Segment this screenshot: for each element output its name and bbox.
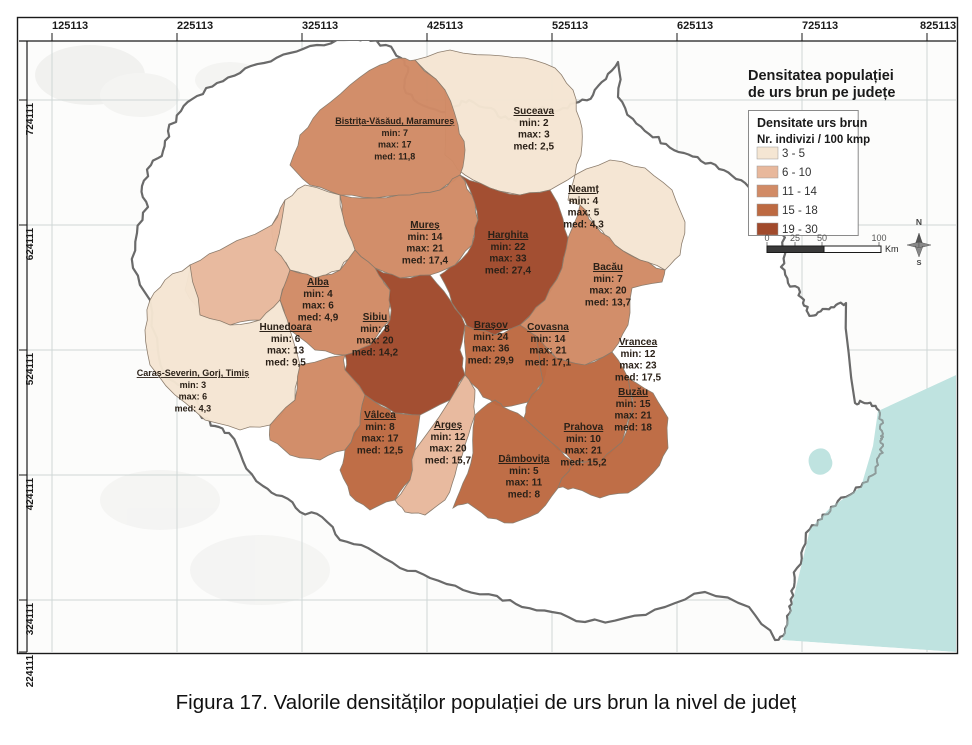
- svg-text:med: 12,5: med: 12,5: [357, 445, 404, 456]
- svg-text:min: 4: min: 4: [569, 196, 599, 207]
- svg-text:min: 7: min: 7: [382, 128, 409, 138]
- svg-text:med: 29,9: med: 29,9: [468, 355, 515, 366]
- svg-text:225113: 225113: [177, 20, 213, 32]
- svg-text:224111: 224111: [25, 655, 36, 688]
- svg-text:Dâmbovița: Dâmbovița: [498, 454, 550, 465]
- svg-text:max: 33: max: 33: [489, 254, 527, 265]
- svg-text:de urs brun pe județe: de urs brun pe județe: [748, 85, 895, 101]
- svg-text:Suceava: Suceava: [514, 106, 555, 117]
- svg-text:15 - 18: 15 - 18: [782, 205, 818, 217]
- svg-text:725113: 725113: [802, 20, 838, 32]
- svg-text:med: 9,5: med: 9,5: [265, 357, 306, 368]
- svg-text:max: 3: max: 3: [518, 130, 550, 141]
- svg-text:min: 2: min: 2: [519, 118, 549, 129]
- svg-text:525113: 525113: [552, 20, 588, 32]
- svg-text:Prahova: Prahova: [564, 422, 604, 433]
- svg-text:med: 2,5: med: 2,5: [514, 141, 555, 152]
- svg-text:min: 14: min: 14: [530, 334, 565, 345]
- svg-text:min: 12: min: 12: [620, 349, 655, 360]
- svg-text:11 - 14: 11 - 14: [782, 186, 818, 198]
- svg-text:max: 17: max: 17: [378, 140, 412, 150]
- svg-text:min: 14: min: 14: [407, 232, 442, 243]
- svg-text:0: 0: [764, 233, 769, 243]
- svg-text:Km: Km: [885, 244, 899, 254]
- svg-text:med: 4,3: med: 4,3: [563, 219, 604, 230]
- svg-text:Alba: Alba: [307, 277, 329, 288]
- svg-text:50: 50: [817, 233, 827, 243]
- svg-text:med: 17,1: med: 17,1: [525, 357, 572, 368]
- svg-text:N: N: [916, 217, 922, 227]
- svg-text:med: 13,7: med: 13,7: [585, 297, 632, 308]
- svg-text:Neamț: Neamț: [568, 184, 599, 195]
- svg-text:325113: 325113: [302, 20, 338, 32]
- svg-text:Bistrița-Văsăud, Maramureș: Bistrița-Văsăud, Maramureș: [335, 116, 454, 126]
- svg-text:Vâlcea: Vâlcea: [364, 410, 396, 421]
- svg-text:max: 11: max: 11: [506, 478, 543, 489]
- svg-text:med: 17,4: med: 17,4: [402, 255, 449, 266]
- svg-text:min: 22: min: 22: [490, 242, 525, 253]
- svg-text:med: 18: med: 18: [614, 422, 652, 433]
- svg-text:Nr. indivizi / 100 kmp: Nr. indivizi / 100 kmp: [757, 134, 870, 146]
- svg-text:Figura 17. Valorile densități: Figura 17. Valorile densităților populaț…: [176, 691, 797, 714]
- svg-text:max: 5: max: 5: [568, 208, 600, 219]
- svg-text:S: S: [916, 258, 921, 267]
- svg-text:Densitate urs brun: Densitate urs brun: [757, 116, 867, 130]
- svg-text:med: 4,3: med: 4,3: [175, 403, 212, 413]
- svg-text:max: 21: max: 21: [614, 411, 652, 422]
- svg-text:min: 10: min: 10: [566, 434, 601, 445]
- svg-text:max: 21: max: 21: [406, 244, 444, 255]
- svg-text:Vrancea: Vrancea: [619, 337, 658, 348]
- svg-text:med: 14,2: med: 14,2: [352, 347, 399, 358]
- svg-text:Argeș: Argeș: [434, 420, 463, 431]
- svg-text:625113: 625113: [677, 20, 713, 32]
- svg-text:med: 8: med: 8: [508, 489, 541, 500]
- svg-text:min: 12: min: 12: [430, 432, 465, 443]
- svg-text:Brașov: Brașov: [474, 320, 508, 331]
- svg-text:min: 15: min: 15: [616, 399, 651, 410]
- svg-text:425113: 425113: [427, 20, 463, 32]
- svg-text:Bacău: Bacău: [593, 262, 623, 273]
- svg-text:Covasna: Covasna: [527, 322, 569, 333]
- svg-text:Harghita: Harghita: [488, 230, 529, 241]
- svg-text:Hunedoara: Hunedoara: [259, 322, 312, 333]
- svg-text:med: 27,4: med: 27,4: [485, 265, 532, 276]
- svg-text:Densitatea populației: Densitatea populației: [748, 68, 894, 84]
- svg-text:max: 6: max: 6: [302, 301, 334, 312]
- svg-text:min: 4: min: 4: [303, 289, 333, 300]
- svg-text:med: 17,5: med: 17,5: [615, 372, 662, 383]
- svg-text:med: 11,8: med: 11,8: [374, 151, 415, 161]
- svg-text:min: 8: min: 8: [360, 324, 390, 335]
- svg-text:med: 15,2: med: 15,2: [560, 457, 607, 468]
- svg-text:min: 8: min: 8: [365, 422, 395, 433]
- svg-text:825113: 825113: [920, 20, 956, 32]
- svg-text:max: 20: max: 20: [429, 444, 467, 455]
- svg-text:3 - 5: 3 - 5: [782, 148, 805, 160]
- svg-text:min: 24: min: 24: [473, 332, 508, 343]
- svg-text:Caraș-Severin, Gorj, Timiș: Caraș-Severin, Gorj, Timiș: [137, 368, 249, 378]
- svg-text:max: 23: max: 23: [619, 361, 657, 372]
- svg-text:max: 6: max: 6: [179, 392, 208, 402]
- svg-text:100: 100: [871, 233, 886, 243]
- svg-text:med: 15,7: med: 15,7: [425, 455, 472, 466]
- svg-text:125113: 125113: [52, 20, 88, 32]
- svg-text:min: 5: min: 5: [509, 466, 539, 477]
- svg-text:min: 6: min: 6: [271, 334, 301, 345]
- svg-text:6 - 10: 6 - 10: [782, 167, 811, 179]
- svg-text:Sibiu: Sibiu: [363, 312, 387, 323]
- svg-text:max: 13: max: 13: [267, 346, 305, 357]
- svg-text:Mureș: Mureș: [410, 220, 440, 231]
- svg-text:max: 20: max: 20: [589, 286, 627, 297]
- svg-text:min: 7: min: 7: [593, 274, 623, 285]
- svg-text:Buzău: Buzău: [618, 387, 648, 398]
- svg-text:max: 17: max: 17: [361, 434, 399, 445]
- svg-text:25: 25: [790, 233, 800, 243]
- svg-text:min: 3: min: 3: [180, 380, 207, 390]
- svg-text:max: 36: max: 36: [472, 344, 510, 355]
- svg-text:max: 21: max: 21: [565, 446, 603, 457]
- svg-text:max: 20: max: 20: [356, 336, 394, 347]
- svg-text:max: 21: max: 21: [529, 346, 567, 357]
